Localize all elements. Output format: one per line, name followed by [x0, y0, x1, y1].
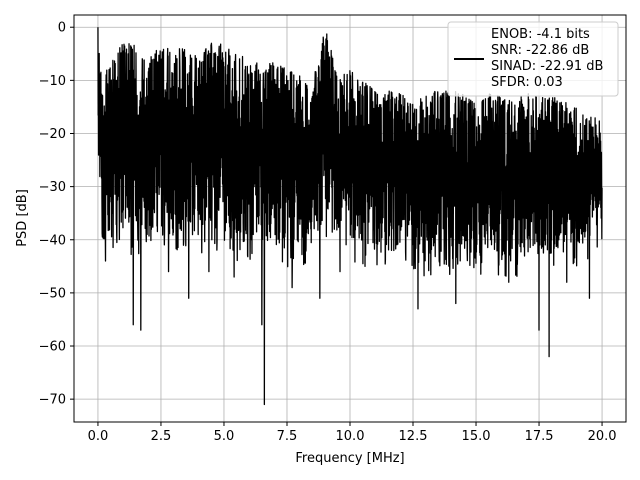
legend-sinad: SINAD: -22.91 dB	[491, 59, 603, 74]
plot-area	[97, 27, 603, 406]
x-tick-label: 7.5	[277, 429, 298, 444]
y-tick-label: −30	[39, 180, 66, 195]
legend-snr: SNR: -22.86 dB	[491, 43, 589, 58]
axis-ticks: 0.0 2.5 5.0 7.5 10.0 12.5 15.0 17.5 20.0 0 −10 −20 −…	[39, 21, 617, 444]
legend-sfdr: SFDR: 0.03	[491, 75, 563, 90]
y-tick-label: −40	[39, 233, 66, 248]
x-tick-label: 10.0	[336, 429, 365, 444]
x-axis-label: Frequency [MHz]	[295, 451, 404, 466]
y-axis-label: PSD [dB]	[15, 189, 30, 247]
x-tick-label: 15.0	[462, 429, 491, 444]
legend-enob: ENOB: -4.1 bits	[491, 27, 590, 42]
x-tick-label: 17.5	[525, 429, 554, 444]
y-tick-label: 0	[58, 21, 66, 36]
y-tick-label: −20	[39, 127, 66, 142]
x-tick-label: 2.5	[151, 429, 172, 444]
x-tick-label: 5.0	[214, 429, 235, 444]
psd-series	[97, 27, 603, 406]
legend-box	[447, 21, 619, 97]
x-tick-label: 0.0	[88, 429, 109, 444]
x-tick-label: 20.0	[588, 429, 617, 444]
y-tick-label: −10	[39, 74, 66, 89]
psd-trace-line	[97, 27, 603, 406]
legend: ENOB: -4.1 bits SNR: -22.86 dB SINAD: -2…	[447, 21, 619, 97]
x-tick-label: 12.5	[399, 429, 428, 444]
y-tick-label: −70	[39, 393, 66, 408]
y-tick-label: −50	[39, 286, 66, 301]
y-tick-label: −60	[39, 340, 66, 355]
